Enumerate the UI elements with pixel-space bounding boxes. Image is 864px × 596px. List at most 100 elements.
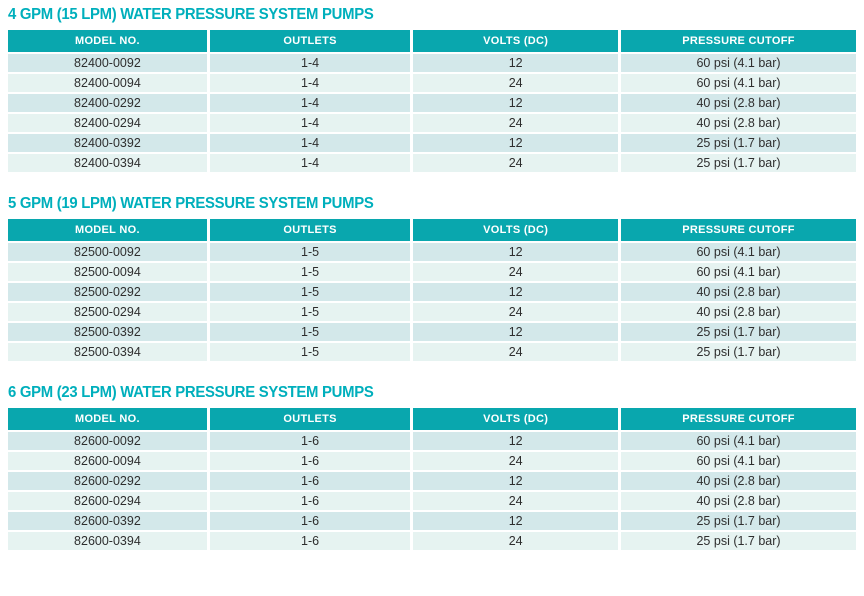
column-header-pressure-cutoff: PRESSURE CUTOFF [621,219,856,241]
table-cell: 60 psi (4.1 bar) [621,432,856,450]
table-cell: 24 [413,303,619,321]
section-title: 5 GPM (19 LPM) WATER PRESSURE SYSTEM PUM… [8,195,374,212]
table-cell: 82400-0094 [8,74,207,92]
section-title: 6 GPM (23 LPM) WATER PRESSURE SYSTEM PUM… [8,384,374,401]
table-header-row: MODEL NO. OUTLETS VOLTS (DC) PRESSURE CU… [8,219,856,241]
table-row: 82400-0394 1-4 24 25 psi (1.7 bar) [8,154,856,172]
column-header-pressure-cutoff: PRESSURE CUTOFF [621,408,856,430]
table-row: 82400-0092 1-4 12 60 psi (4.1 bar) [8,54,856,72]
table-cell: 25 psi (1.7 bar) [621,154,856,172]
table-row: 82500-0394 1-5 24 25 psi (1.7 bar) [8,343,856,361]
table-cell: 60 psi (4.1 bar) [621,452,856,470]
column-header-outlets: OUTLETS [209,30,411,52]
column-header-model: MODEL NO. [8,408,207,430]
table-cell: 12 [413,243,619,261]
table-cell: 24 [413,532,619,550]
table-cell: 1-4 [209,54,411,72]
table-cell: 12 [413,472,619,490]
table-cell: 24 [413,114,619,132]
table-row: 82400-0292 1-4 12 40 psi (2.8 bar) [8,94,856,112]
table-cell: 12 [413,134,619,152]
table-cell: 1-6 [209,512,411,530]
table-row: 82500-0392 1-5 12 25 psi (1.7 bar) [8,323,856,341]
table-cell: 82600-0094 [8,452,207,470]
table-cell: 60 psi (4.1 bar) [621,243,856,261]
table-cell: 40 psi (2.8 bar) [621,303,856,321]
table-cell: 1-4 [209,114,411,132]
table-row: 82500-0292 1-5 12 40 psi (2.8 bar) [8,283,856,301]
table-cell: 82500-0094 [8,263,207,281]
table-cell: 40 psi (2.8 bar) [621,283,856,301]
spec-table-4gpm: MODEL NO. OUTLETS VOLTS (DC) PRESSURE CU… [5,28,859,174]
table-cell: 12 [413,283,619,301]
table-cell: 60 psi (4.1 bar) [621,74,856,92]
table-cell: 82500-0092 [8,243,207,261]
table-row: 82600-0292 1-6 12 40 psi (2.8 bar) [8,472,856,490]
column-header-outlets: OUTLETS [209,408,411,430]
column-header-volts: VOLTS (DC) [413,408,619,430]
table-cell: 40 psi (2.8 bar) [621,492,856,510]
table-cell: 1-4 [209,154,411,172]
table-cell: 60 psi (4.1 bar) [621,54,856,72]
table-cell: 25 psi (1.7 bar) [621,134,856,152]
table-cell: 1-5 [209,303,411,321]
table-cell: 1-4 [209,74,411,92]
table-row: 82400-0094 1-4 24 60 psi (4.1 bar) [8,74,856,92]
table-row: 82500-0094 1-5 24 60 psi (4.1 bar) [8,263,856,281]
column-header-model: MODEL NO. [8,30,207,52]
table-cell: 1-6 [209,472,411,490]
table-cell: 40 psi (2.8 bar) [621,94,856,112]
table-cell: 1-4 [209,134,411,152]
table-cell: 1-5 [209,323,411,341]
table-cell: 82600-0092 [8,432,207,450]
table-cell: 24 [413,343,619,361]
column-header-volts: VOLTS (DC) [413,30,619,52]
table-cell: 12 [413,54,619,72]
table-row: 82600-0092 1-6 12 60 psi (4.1 bar) [8,432,856,450]
table-cell: 1-5 [209,283,411,301]
table-cell: 1-5 [209,343,411,361]
table-cell: 25 psi (1.7 bar) [621,323,856,341]
table-row: 82400-0392 1-4 12 25 psi (1.7 bar) [8,134,856,152]
table-cell: 82400-0392 [8,134,207,152]
column-header-volts: VOLTS (DC) [413,219,619,241]
table-cell: 24 [413,74,619,92]
column-header-outlets: OUTLETS [209,219,411,241]
table-cell: 1-6 [209,532,411,550]
spec-table-5gpm: MODEL NO. OUTLETS VOLTS (DC) PRESSURE CU… [5,217,859,363]
table-cell: 25 psi (1.7 bar) [621,512,856,530]
table-cell: 24 [413,154,619,172]
table-cell: 40 psi (2.8 bar) [621,114,856,132]
table-cell: 1-5 [209,263,411,281]
table-row: 82600-0394 1-6 24 25 psi (1.7 bar) [8,532,856,550]
table-cell: 1-4 [209,94,411,112]
section-6gpm: 6 GPM (23 LPM) WATER PRESSURE SYSTEM PUM… [8,384,856,552]
table-cell: 82600-0392 [8,512,207,530]
section-5gpm: 5 GPM (19 LPM) WATER PRESSURE SYSTEM PUM… [8,195,856,363]
spec-table-6gpm: MODEL NO. OUTLETS VOLTS (DC) PRESSURE CU… [5,406,859,552]
table-cell: 82400-0294 [8,114,207,132]
table-cell: 25 psi (1.7 bar) [621,532,856,550]
table-cell: 82600-0292 [8,472,207,490]
table-cell: 82400-0292 [8,94,207,112]
table-cell: 12 [413,323,619,341]
table-row: 82400-0294 1-4 24 40 psi (2.8 bar) [8,114,856,132]
table-cell: 1-5 [209,243,411,261]
table-cell: 24 [413,492,619,510]
table-cell: 24 [413,452,619,470]
table-cell: 82400-0092 [8,54,207,72]
column-header-pressure-cutoff: PRESSURE CUTOFF [621,30,856,52]
table-cell: 12 [413,432,619,450]
table-row: 82600-0392 1-6 12 25 psi (1.7 bar) [8,512,856,530]
table-cell: 82600-0294 [8,492,207,510]
section-title: 4 GPM (15 LPM) WATER PRESSURE SYSTEM PUM… [8,6,374,23]
table-row: 82600-0294 1-6 24 40 psi (2.8 bar) [8,492,856,510]
table-header-row: MODEL NO. OUTLETS VOLTS (DC) PRESSURE CU… [8,408,856,430]
table-cell: 82500-0294 [8,303,207,321]
table-cell: 24 [413,263,619,281]
column-header-model: MODEL NO. [8,219,207,241]
table-cell: 82500-0292 [8,283,207,301]
table-cell: 1-6 [209,492,411,510]
table-cell: 1-6 [209,432,411,450]
